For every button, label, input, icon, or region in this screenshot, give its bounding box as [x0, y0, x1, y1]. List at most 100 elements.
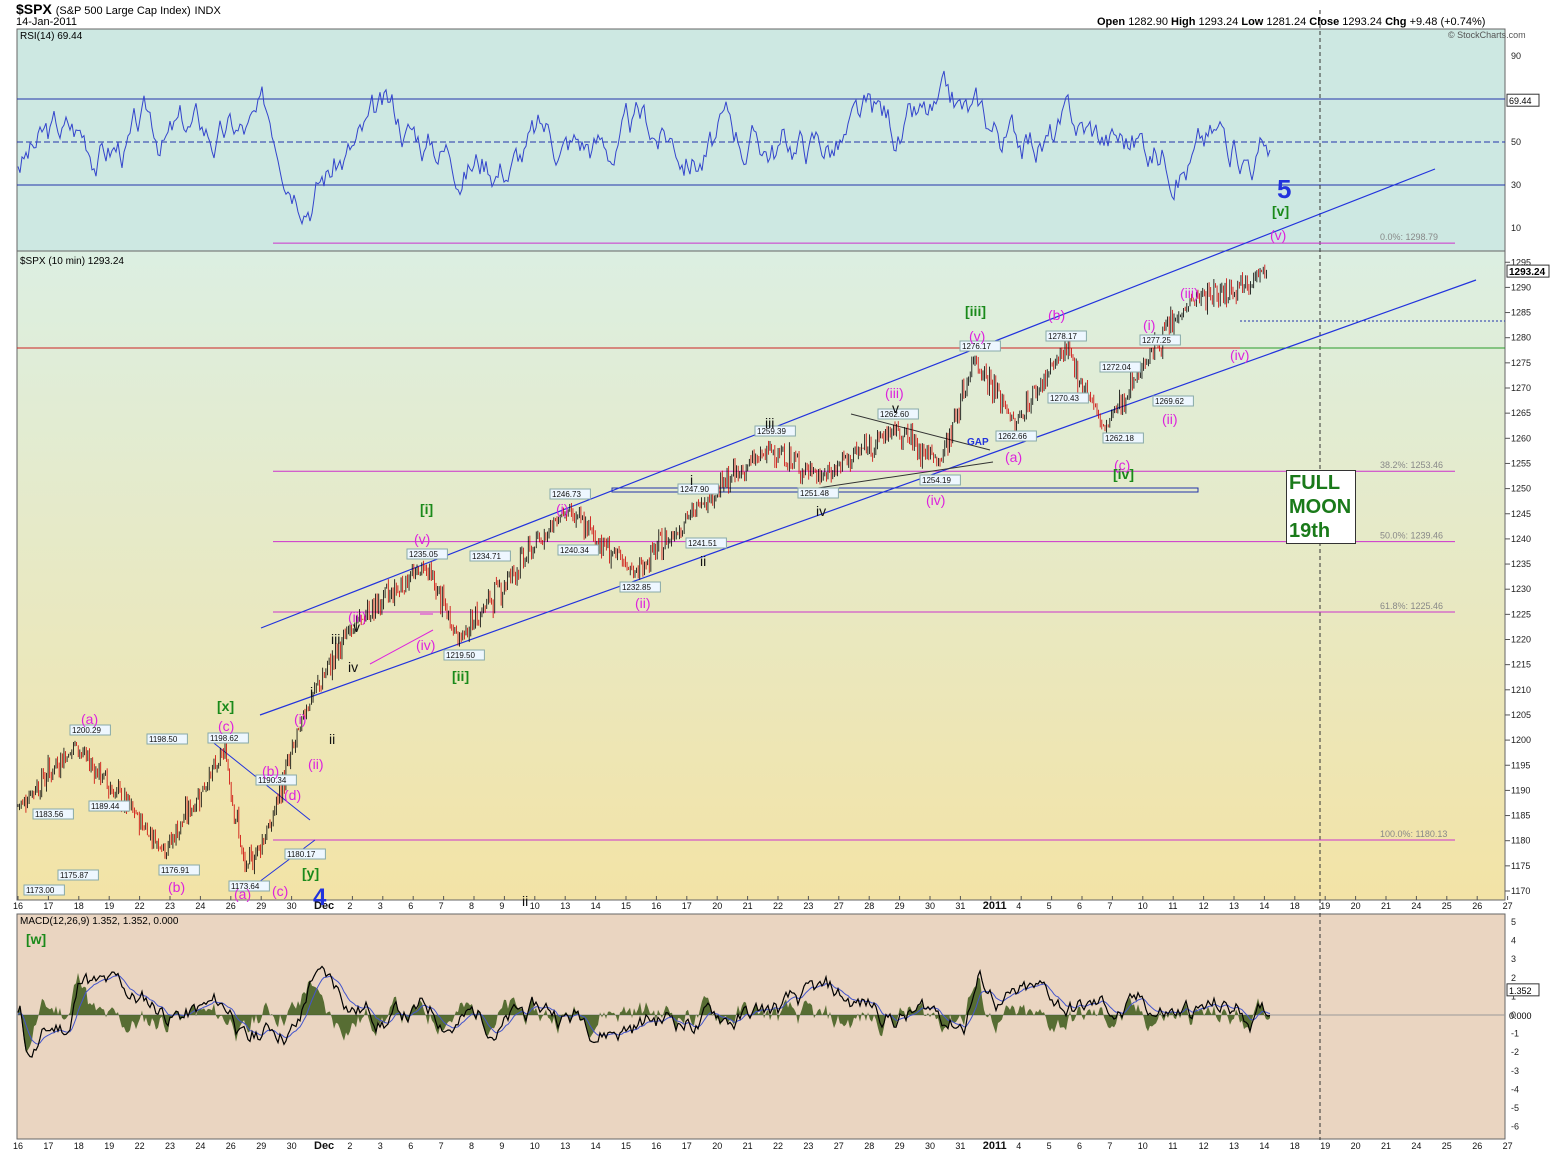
price-annotation: 1259.39 — [757, 427, 786, 436]
wave-label: 4 — [313, 884, 327, 911]
macd-tick-label: 4 — [1511, 936, 1516, 946]
x-tick-label-bottom: 25 — [1442, 1141, 1452, 1151]
wave-label: [i] — [420, 501, 433, 517]
price-annotation-box — [959, 340, 1001, 352]
fib-level-label: 61.8%: 1225.46 — [1380, 601, 1443, 611]
x-tick-label-bottom: 18 — [74, 1141, 84, 1151]
wave-label: (i) — [1143, 317, 1155, 333]
wave-label: GAP — [967, 437, 989, 448]
price-annotation-box — [677, 483, 719, 495]
x-tick-label-bottom: 3 — [378, 1141, 383, 1151]
close-label: Close — [1309, 16, 1340, 28]
macd-last-value: 1.352 — [1509, 986, 1532, 996]
x-tick-label-bottom: 27 — [834, 1141, 844, 1151]
x-tick-label: 25 — [1442, 901, 1452, 911]
x-tick-label: 24 — [195, 901, 205, 911]
x-tick-label: 14 — [1259, 901, 1269, 911]
x-tick-label: 21 — [743, 901, 753, 911]
price-tick-label: 1245 — [1511, 509, 1531, 519]
price-annotation: 1262.66 — [998, 432, 1027, 441]
macd-tick-label: -5 — [1511, 1103, 1519, 1113]
price-annotation-box — [557, 544, 599, 556]
macd-tick-label: -2 — [1511, 1047, 1519, 1057]
wave-label: v — [892, 400, 899, 416]
price-annotation-box — [88, 800, 130, 812]
price-annotation: 1183.56 — [35, 810, 64, 819]
x-tick-label-bottom: 2011 — [983, 1140, 1007, 1152]
price-annotation: 1198.62 — [210, 734, 239, 743]
price-annotation-box — [877, 408, 919, 420]
price-tick-label: 1250 — [1511, 484, 1531, 494]
copyright: © StockCharts.com — [1448, 30, 1526, 40]
wave-label: [iii] — [965, 303, 986, 319]
x-tick-label-bottom: 13 — [560, 1141, 570, 1151]
x-tick-label-bottom: 27 — [1503, 1141, 1513, 1151]
macd-zero-value: 0.000 — [1509, 1011, 1532, 1021]
rsi-last-value: 69.44 — [1509, 96, 1532, 106]
x-tick-label: 5 — [1047, 901, 1052, 911]
x-tick-label-bottom: 16 — [13, 1141, 23, 1151]
macd-tick-label: -3 — [1511, 1066, 1519, 1076]
x-tick-label-bottom: 17 — [43, 1141, 53, 1151]
price-annotation: 1219.50 — [446, 651, 475, 660]
price-annotation-box — [228, 880, 270, 892]
price-annotation: 1269.62 — [1155, 397, 1184, 406]
x-tick-label: 6 — [408, 901, 413, 911]
wave-label: (v) — [969, 328, 985, 344]
rsi-tick-label: 50 — [1511, 137, 1521, 147]
close-value: 1293.24 — [1342, 16, 1383, 28]
price-tick-label: 1170 — [1511, 886, 1530, 896]
price-tick-label: 1255 — [1511, 458, 1531, 468]
x-tick-label-bottom: 16 — [651, 1141, 661, 1151]
exchange: INDX — [194, 5, 221, 17]
price-annotation: 1173.64 — [231, 882, 260, 891]
wave-label: iii — [765, 415, 774, 431]
chg-value: +9.48 (+0.74%) — [1409, 16, 1486, 28]
price-annotation-box — [158, 864, 200, 876]
price-annotation: 1246.73 — [552, 490, 581, 499]
x-tick-label: 18 — [74, 901, 84, 911]
wave-label: ii — [329, 731, 335, 747]
open-label: Open — [1097, 16, 1126, 28]
symbol-title: $SPX (S&P 500 Large Cap Index) INDX — [16, 1, 221, 17]
wave-label: [v] — [1272, 203, 1289, 219]
macd-title: MACD(12,26,9) 1.352, 1.352, 0.000 — [20, 916, 179, 927]
x-tick-label-bottom: 21 — [1381, 1141, 1391, 1151]
wave-label: [x] — [217, 698, 234, 714]
x-tick-label-bottom: 29 — [895, 1141, 905, 1151]
rsi-tick-label: 10 — [1511, 223, 1521, 233]
x-tick-label: 27 — [834, 901, 844, 911]
price-annotation-box — [146, 733, 188, 745]
macd-last-tag — [1506, 983, 1540, 997]
wave-label: iv — [816, 503, 826, 519]
wedge-line-c — [369, 629, 434, 665]
price-annotation-box — [406, 548, 448, 560]
price-tick-label: 1220 — [1511, 635, 1531, 645]
x-tick-label: 11 — [1168, 901, 1177, 911]
fib-level-label: 0.0%: 1298.79 — [1380, 232, 1438, 242]
chart-date: 14-Jan-2011 — [16, 16, 77, 28]
wave-label: (b) — [1048, 307, 1065, 323]
price-tick-label: 1270 — [1511, 383, 1531, 393]
x-tick-label: 17 — [43, 901, 53, 911]
wave-label: ii — [700, 553, 706, 569]
wave-label: [iv] — [1113, 466, 1134, 482]
price-tick-label: 1235 — [1511, 559, 1531, 569]
price-annotation-box — [619, 581, 661, 593]
x-tick-label-bottom: 15 — [621, 1141, 631, 1151]
price-annotation: 1270.43 — [1050, 394, 1079, 403]
x-tick-label: 23 — [165, 901, 175, 911]
x-tick-label: 30 — [925, 901, 935, 911]
wedge-line-b — [254, 839, 316, 886]
price-annotation: 1176.91 — [161, 866, 190, 875]
x-tick-label-bottom: 10 — [530, 1141, 540, 1151]
wave-label: (v) — [1270, 227, 1286, 243]
price-annotation-box — [255, 774, 297, 786]
macd-tick-label: -4 — [1511, 1084, 1519, 1094]
price-tick-label: 1240 — [1511, 534, 1531, 544]
price-tick-label: 1265 — [1511, 408, 1531, 418]
x-tick-label: 6 — [1077, 901, 1082, 911]
x-tick-label-bottom: 6 — [1077, 1141, 1082, 1151]
x-tick-label-bottom: 10 — [1138, 1141, 1148, 1151]
